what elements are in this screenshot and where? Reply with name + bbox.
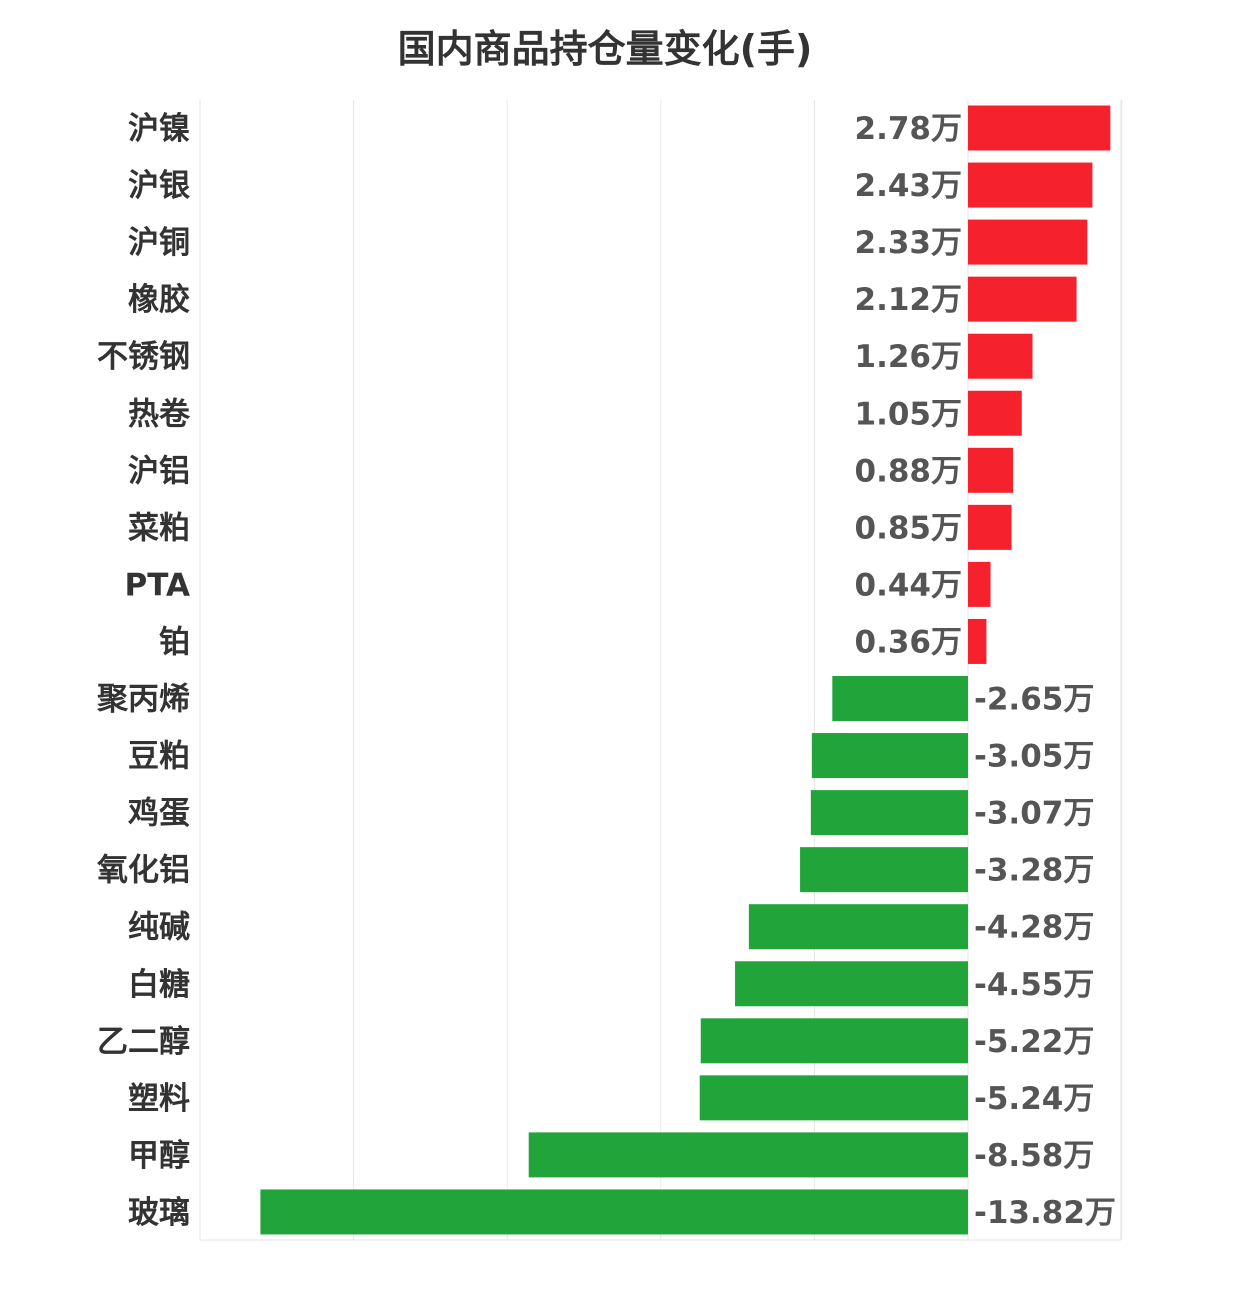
value-label: 0.36万 (855, 624, 963, 660)
category-label: 聚丙烯 (96, 682, 190, 718)
bar-8 (968, 561, 991, 607)
value-label: 1.05万 (855, 396, 963, 432)
bar-17 (699, 1075, 968, 1121)
bar-1 (968, 162, 1093, 208)
value-label: 0.88万 (855, 453, 963, 489)
value-label: -5.22万 (974, 1024, 1094, 1060)
category-label: 不锈钢 (97, 339, 190, 375)
value-label: -3.05万 (974, 739, 1094, 775)
category-label: 沪铜 (128, 225, 190, 261)
bar-6 (968, 447, 1014, 493)
value-label: 2.12万 (855, 282, 963, 318)
bar-4 (968, 333, 1033, 379)
category-label: 甲醇 (128, 1138, 190, 1174)
bar-12 (810, 790, 968, 836)
chart-title: 国内商品持仓量变化(手) (397, 27, 813, 71)
bar-10 (832, 676, 968, 721)
bar-19 (260, 1189, 968, 1235)
value-label: -3.28万 (974, 853, 1094, 889)
value-label: 2.43万 (855, 168, 963, 204)
bar-9 (968, 618, 987, 664)
bar-5 (968, 390, 1022, 436)
value-label: 0.44万 (855, 567, 963, 603)
category-label: 菜粕 (128, 510, 190, 546)
category-label: 铂 (159, 624, 190, 660)
category-label: PTA (125, 567, 190, 603)
bar-2 (968, 219, 1088, 265)
category-label: 塑料 (128, 1081, 190, 1117)
category-label: 纯碱 (128, 910, 190, 946)
bar-13 (800, 847, 968, 893)
category-label: 热卷 (128, 396, 191, 432)
value-label: 1.26万 (855, 339, 963, 375)
bar-11 (811, 733, 968, 779)
bar-layer (260, 105, 1111, 1235)
category-label: 沪银 (128, 168, 190, 204)
value-label: 2.78万 (855, 111, 963, 147)
category-label: 豆粕 (128, 739, 190, 775)
bar-15 (735, 961, 968, 1007)
category-label: 玻璃 (128, 1195, 190, 1231)
value-label: -8.58万 (974, 1138, 1094, 1174)
category-label: 沪镍 (128, 111, 190, 147)
category-label: 沪铝 (128, 453, 190, 489)
bar-7 (968, 504, 1012, 550)
value-label: -5.24万 (974, 1081, 1094, 1117)
category-label: 乙二醇 (97, 1024, 190, 1060)
value-label: -4.28万 (974, 910, 1094, 946)
bar-14 (748, 904, 968, 950)
value-label: -3.07万 (974, 796, 1094, 832)
value-label: -4.55万 (974, 967, 1094, 1003)
category-label: 橡胶 (128, 282, 190, 318)
value-label: 0.85万 (855, 510, 963, 546)
bar-16 (700, 1018, 968, 1064)
value-label: -13.82万 (974, 1195, 1116, 1231)
value-label: -2.65万 (974, 682, 1094, 718)
category-label: 鸡蛋 (127, 796, 190, 832)
category-label: 氧化铝 (97, 853, 190, 889)
bar-3 (968, 276, 1077, 322)
bar-18 (528, 1132, 968, 1178)
grid-layer (199, 100, 1123, 1241)
value-label: 2.33万 (855, 225, 963, 261)
category-label: 白糖 (128, 967, 190, 1003)
bar-0 (968, 105, 1111, 151)
